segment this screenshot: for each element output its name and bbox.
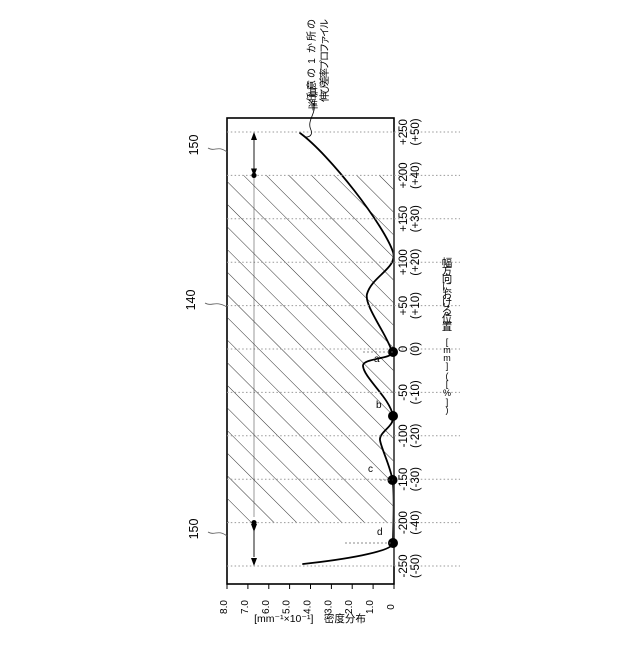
svg-text:の: の bbox=[307, 68, 318, 78]
svg-text:+150: +150 bbox=[398, 206, 410, 232]
svg-text:(+50): (+50) bbox=[410, 118, 422, 145]
svg-text:+100: +100 bbox=[398, 249, 410, 275]
svg-text:): ) bbox=[446, 405, 449, 415]
svg-text:所: 所 bbox=[306, 31, 318, 41]
svg-text:+250: +250 bbox=[398, 119, 410, 145]
svg-text:4.0: 4.0 bbox=[303, 600, 314, 614]
svg-text:(+10): (+10) bbox=[410, 292, 422, 319]
svg-text:の: の bbox=[307, 19, 318, 29]
svg-text:+50: +50 bbox=[398, 296, 410, 316]
svg-text:(0): (0) bbox=[410, 342, 422, 356]
svg-text:c: c bbox=[368, 464, 373, 475]
svg-text:-150: -150 bbox=[398, 468, 410, 491]
svg-text:a: a bbox=[374, 354, 380, 365]
svg-text:6.0: 6.0 bbox=[261, 600, 272, 614]
svg-text:b: b bbox=[376, 400, 382, 411]
svg-text:0: 0 bbox=[386, 604, 397, 610]
svg-text:ル: ル bbox=[320, 19, 331, 29]
svg-text:準: 準 bbox=[308, 99, 319, 112]
svg-text:1.0: 1.0 bbox=[365, 600, 376, 614]
svg-text:8.0: 8.0 bbox=[219, 600, 230, 614]
svg-text:]: ] bbox=[446, 361, 449, 371]
svg-text:150: 150 bbox=[187, 135, 201, 156]
svg-text:(-50): (-50) bbox=[410, 554, 422, 578]
svg-text:3.0: 3.0 bbox=[323, 600, 334, 614]
svg-text:(+40): (+40) bbox=[410, 162, 422, 189]
svg-text:(-40): (-40) bbox=[410, 510, 422, 534]
svg-text:0: 0 bbox=[398, 346, 410, 352]
svg-text:150: 150 bbox=[187, 519, 201, 540]
svg-text:置: 置 bbox=[442, 321, 453, 333]
svg-text:(-10): (-10) bbox=[410, 380, 422, 404]
svg-text:+200: +200 bbox=[398, 162, 410, 188]
svg-text:-250: -250 bbox=[398, 554, 410, 577]
svg-text:(+30): (+30) bbox=[410, 205, 422, 232]
svg-text:基: 基 bbox=[308, 86, 319, 99]
svg-text:1: 1 bbox=[307, 58, 318, 64]
svg-text:7.0: 7.0 bbox=[240, 600, 251, 614]
svg-text:-100: -100 bbox=[398, 424, 410, 447]
svg-text:d: d bbox=[377, 527, 383, 538]
svg-text:[mm⁻¹×10⁻¹] 密度分布: [mm⁻¹×10⁻¹] 密度分布 bbox=[254, 612, 366, 625]
svg-text:(-20): (-20) bbox=[410, 423, 422, 447]
svg-text:-200: -200 bbox=[398, 511, 410, 534]
svg-text:140: 140 bbox=[184, 290, 198, 311]
svg-text:(-30): (-30) bbox=[410, 467, 422, 491]
svg-text:2.0: 2.0 bbox=[344, 600, 355, 614]
svg-text:5.0: 5.0 bbox=[282, 600, 293, 614]
svg-text:-50: -50 bbox=[398, 384, 410, 401]
svg-text:か: か bbox=[306, 43, 318, 53]
svg-text:(+20): (+20) bbox=[410, 248, 422, 275]
